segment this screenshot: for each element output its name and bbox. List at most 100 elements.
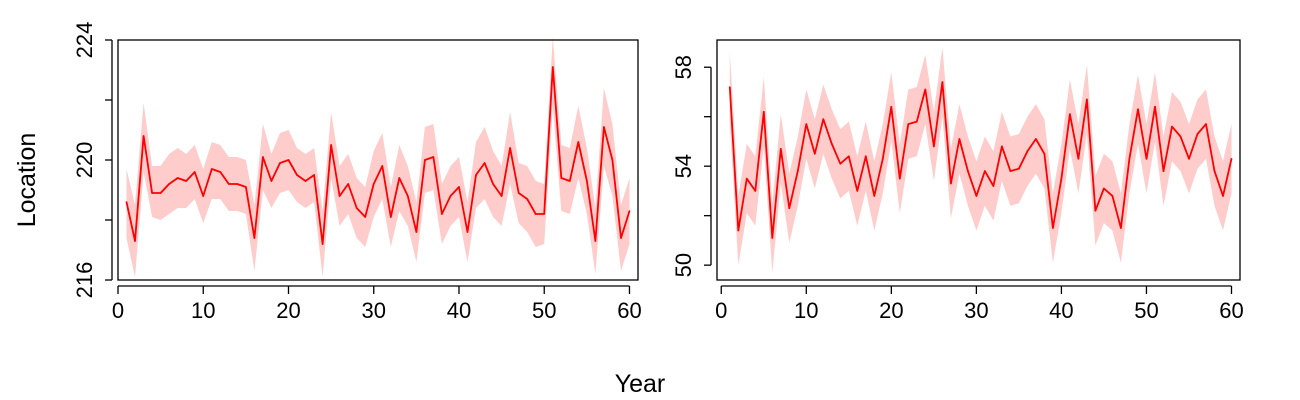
data-point [958, 138, 961, 140]
data-point [168, 183, 170, 185]
data-point [1196, 133, 1199, 135]
x-tick-label: 60 [617, 298, 641, 323]
data-point [441, 213, 443, 215]
data-point [517, 192, 520, 194]
data-point [296, 174, 298, 176]
data-point [1205, 123, 1207, 125]
data-point [321, 243, 324, 245]
data-point [1103, 187, 1105, 190]
data-point [1162, 170, 1165, 172]
data-point [577, 141, 580, 143]
x-tick-label: 10 [794, 298, 818, 323]
data-point [475, 174, 477, 176]
x-tick-label: 30 [964, 298, 988, 323]
confidence-band [729, 47, 1232, 273]
data-point [1077, 158, 1080, 160]
data-point [933, 145, 935, 148]
x-tick-label: 40 [1049, 298, 1073, 323]
data-point [950, 182, 952, 185]
data-point [856, 190, 859, 192]
data-point [1018, 167, 1020, 170]
data-point [236, 183, 239, 185]
data-point [1009, 170, 1012, 172]
data-point [483, 162, 486, 164]
y-tick-label: 224 [72, 22, 97, 59]
data-point [924, 88, 927, 91]
data-point [390, 216, 392, 218]
data-point [398, 177, 401, 179]
data-point [1222, 195, 1224, 197]
data-point [1145, 158, 1148, 160]
data-point [839, 162, 842, 165]
data-point [287, 159, 290, 161]
data-point [729, 86, 731, 88]
data-point [1128, 158, 1131, 160]
y-tick-label: 58 [671, 55, 696, 79]
data-point [449, 195, 452, 197]
plot-frame [117, 39, 639, 281]
data-point [569, 180, 571, 182]
data-point [1179, 135, 1182, 138]
data-point [492, 183, 494, 185]
data-point [620, 237, 622, 239]
data-point [1171, 125, 1173, 128]
series-line [728, 81, 1233, 239]
data-point [279, 162, 281, 164]
y-tick-label: 50 [671, 253, 696, 277]
x-tick-label: 0 [112, 298, 124, 323]
x-tick-label: 50 [1134, 298, 1158, 323]
confidence-band [126, 37, 630, 277]
data-point [202, 195, 204, 197]
data-point [1094, 209, 1097, 212]
series-line [125, 66, 631, 245]
data-point [500, 195, 503, 197]
data-point [780, 148, 782, 150]
data-point [822, 118, 825, 120]
data-point [509, 147, 511, 149]
x-tick-label: 20 [879, 298, 903, 323]
data-point [831, 143, 833, 145]
x-tick-label: 60 [1219, 298, 1243, 323]
data-point [1154, 106, 1156, 108]
data-point [219, 171, 222, 173]
x-tick-label: 10 [191, 298, 215, 323]
x-tick-label: 50 [532, 298, 556, 323]
data-point [628, 210, 631, 212]
data-point [916, 120, 918, 123]
x-tick-label: 40 [447, 298, 471, 323]
data-point [984, 170, 986, 172]
data-point [1137, 108, 1139, 111]
data-point [253, 237, 256, 239]
data-point [228, 183, 230, 185]
plot-frame [716, 39, 1241, 281]
data-point [1001, 145, 1003, 148]
data-point [1086, 98, 1088, 101]
data-point [211, 168, 213, 170]
data-point [814, 153, 816, 155]
data-point [771, 237, 774, 239]
data-point [466, 231, 469, 233]
data-point [347, 183, 350, 185]
data-point [788, 207, 791, 209]
data-point [330, 144, 332, 146]
x-tick-label: 20 [276, 298, 300, 323]
data-point [432, 156, 435, 158]
data-point [1069, 113, 1071, 115]
y-axis-title: Location [13, 133, 41, 228]
data-point [611, 159, 614, 161]
data-point [125, 201, 128, 203]
data-point [1188, 158, 1190, 160]
data-point [1230, 158, 1233, 160]
data-point [193, 171, 196, 173]
data-point [424, 159, 426, 161]
data-point [245, 186, 247, 188]
data-point [890, 106, 893, 108]
data-point [805, 123, 808, 125]
data-point [364, 216, 367, 218]
data-point [967, 170, 969, 172]
data-point [338, 195, 341, 197]
data-point [1052, 227, 1054, 229]
data-point [763, 111, 765, 113]
data-point [882, 158, 884, 160]
